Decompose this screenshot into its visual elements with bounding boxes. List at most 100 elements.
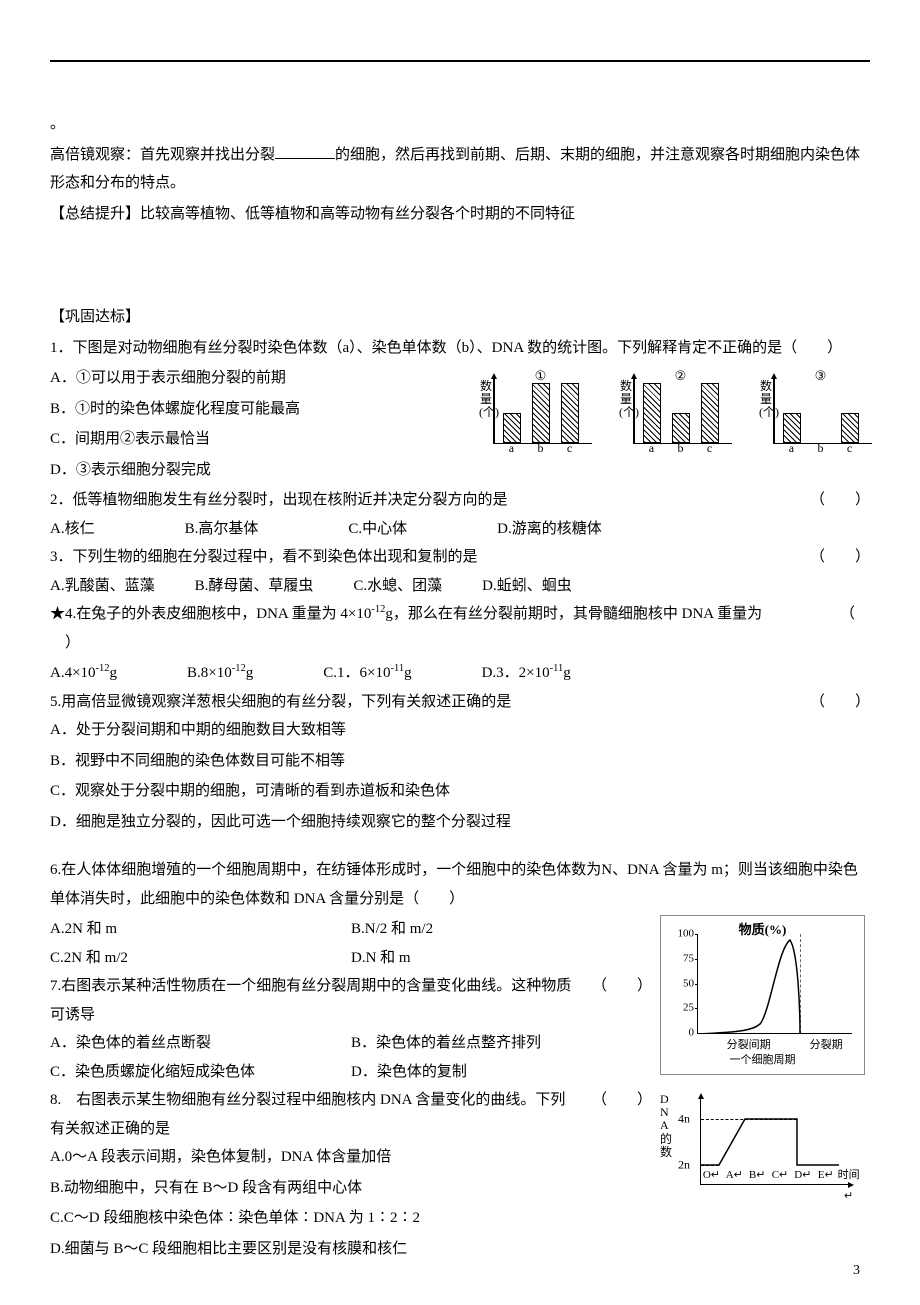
q4-optA: A.4×10-12g [50, 659, 117, 688]
q7-optB: B．染色体的着丝点整齐排列 [351, 1029, 652, 1058]
q7-options-row2: C．染色质螺旋化缩短成染色体 D．染色体的复制 [50, 1058, 652, 1087]
q7-stem-row: 7.右图表示某种活性物质在一个细胞有丝分裂周期中的含量变化曲线。这种物质可诱导 … [50, 972, 652, 1029]
xl-c: c [707, 437, 712, 460]
od1: D.3．2×10 [482, 665, 550, 681]
q6-stem: 6.在人体体细胞增殖的一个细胞周期中，在纺锤体形成时，一个细胞中的染色体数为N、… [50, 856, 870, 913]
q7-options-row1: A．染色体的着丝点断裂 B．染色体的着丝点整齐排列 [50, 1029, 652, 1058]
xl-a: a [649, 437, 654, 460]
q1-panel-2: ② 数 量 (个) a b c [633, 368, 728, 458]
page-number: 3 [853, 1258, 860, 1285]
step-path [701, 1119, 839, 1165]
stray-period: 。 [50, 110, 870, 139]
q2-paren: （ ） [790, 486, 870, 515]
xl-A: A↵ [723, 1165, 746, 1207]
yt0: 0 [670, 1023, 694, 1044]
q7-optD: D．染色体的复制 [351, 1058, 652, 1087]
xl-C: C↵ [769, 1165, 792, 1207]
q3-optD: D.蚯蚓、蛔虫 [482, 572, 572, 601]
q7-chart: 物质(%) 100 75 50 25 0 分裂间期 分裂期 一个细胞周期 [660, 915, 865, 1075]
xl-b: b [677, 437, 683, 460]
q6-options-row2: C.2N 和 m/2 D.N 和 m [50, 944, 652, 973]
ods: -11 [550, 663, 564, 674]
q4-paren-open: （ [820, 600, 870, 629]
q5-optB: B．视野中不同细胞的染色体数目可能不相等 [50, 747, 870, 776]
q3-stem: 3．下列生物的细胞在分裂过程中，看不到染色体出现和复制的是 [50, 543, 790, 572]
xl-b: b [817, 437, 823, 460]
yl2: 量 [480, 392, 492, 406]
yl3: (个) [759, 405, 779, 419]
yt100: 100 [670, 924, 694, 945]
q4-optD: D.3．2×10-11g [482, 659, 571, 688]
q1-panel-3: ③ 数 量 (个) a b c [773, 368, 868, 458]
q6-optA: A.2N 和 m [50, 915, 351, 944]
y-axis-label: 数 量 (个) [479, 380, 493, 420]
q5-optA: A．处于分裂间期和中期的细胞数目大致相等 [50, 716, 870, 745]
q8-stem-row: 8. 右图表示某生物细胞有丝分裂过程中细胞核内 DNA 含量变化的曲线。下列有关… [50, 1086, 652, 1143]
q6-optB: B.N/2 和 m/2 [351, 915, 652, 944]
yt-4n: 4n [678, 1108, 690, 1131]
q3-optC: C.水螅、团藻 [353, 572, 442, 601]
xl-D: D↵ [791, 1165, 814, 1207]
q4-sup1: -12 [371, 604, 385, 615]
q3-options: A.乳酸菌、蓝藻 B.酵母菌、草履虫 C.水螅、团藻 D.蚯蚓、蛔虫 [50, 572, 870, 601]
q1-stem: 1．下图是对动物细胞有丝分裂时染色体数（a）、染色单体数（b）、DNA 数的统计… [50, 334, 870, 363]
y-axis-label: 数 量 (个) [619, 380, 633, 420]
q8-optD: D.细菌与 B～C 段细胞相比主要区别是没有核膜和核仁 [50, 1235, 870, 1264]
yl3: (个) [619, 405, 639, 419]
xl-time: 时间↵ [837, 1165, 860, 1207]
q3-paren: （ ） [790, 543, 870, 572]
yl1: 数 [480, 379, 492, 393]
step-ylabel: DNA的数 [660, 1093, 676, 1159]
section-title: 【巩固达标】 [50, 303, 870, 332]
q7-optA: A．染色体的着丝点断裂 [50, 1029, 351, 1058]
q2-optD: D.游离的核糖体 [497, 515, 602, 544]
q5-paren: （ ） [790, 688, 870, 717]
q4-stem: ★4.在兔子的外表皮细胞核中，DNA 重量为 4×10-12g，那么在有丝分裂前… [50, 600, 820, 629]
oc2: g [404, 665, 412, 681]
q2-stem-row: 2．低等植物细胞发生有丝分裂时，出现在核附近并决定分裂方向的是 （ ） [50, 486, 870, 515]
q5-optC: C．观察处于分裂中期的细胞，可清晰的看到赤道板和染色体 [50, 777, 870, 806]
q2-optC: C.中心体 [348, 515, 407, 544]
q8-chart: DNA的数 4n 2n O↵ A↵ B↵ C↵ D↵ E↵ 时间↵ [660, 1093, 860, 1213]
q6-optC: C.2N 和 m/2 [50, 944, 351, 973]
yl2: 量 [620, 392, 632, 406]
xl-E: E↵ [814, 1165, 837, 1207]
oas: -12 [96, 663, 110, 674]
q4-paren-close: ） [50, 629, 870, 658]
q7-stem: 7.右图表示某种活性物质在一个细胞有丝分裂周期中的含量变化曲线。这种物质可诱导 [50, 972, 572, 1029]
q6-options-row1: A.2N 和 m B.N/2 和 m/2 [50, 915, 652, 944]
od2: g [563, 665, 571, 681]
q2-options: A.核仁 B.高尔基体 C.中心体 D.游离的核糖体 [50, 515, 870, 544]
q4-stem1: ★4.在兔子的外表皮细胞核中，DNA 重量为 4×10 [50, 606, 371, 622]
q2-stem: 2．低等植物细胞发生有丝分裂时，出现在核附近并决定分裂方向的是 [50, 486, 790, 515]
q1-panel-1: ① 数 量 (个) a b c [493, 368, 588, 458]
q7-paren: （ ） [572, 972, 652, 1029]
q8-paren: （ ） [572, 1086, 652, 1143]
yl1: 数 [620, 379, 632, 393]
q8-stem: 8. 右图表示某生物细胞有丝分裂过程中细胞核内 DNA 含量变化的曲线。下列有关… [50, 1086, 572, 1143]
yt75: 75 [670, 948, 694, 969]
q3-optA: A.乳酸菌、蓝藻 [50, 572, 155, 601]
q2-optB: B.高尔基体 [185, 515, 259, 544]
q1: 1．下图是对动物细胞有丝分裂时染色体数（a）、染色单体数（b）、DNA 数的统计… [50, 334, 870, 487]
q3-stem-row: 3．下列生物的细胞在分裂过程中，看不到染色体出现和复制的是 （ ） [50, 543, 870, 572]
yl3: (个) [479, 405, 499, 419]
intro-p1: 高倍镜观察：首先观察并找出分裂的细胞，然后再找到前期、后期、末期的细胞，并注意观… [50, 141, 870, 198]
header-rule [50, 60, 870, 62]
yl1: 数 [760, 379, 772, 393]
ob2: g [246, 665, 254, 681]
curve-svg [698, 934, 853, 1034]
oa1: A.4×10 [50, 665, 96, 681]
curve-plot: 100 75 50 25 0 [697, 934, 852, 1034]
yt-2n: 2n [678, 1154, 690, 1177]
q3-optB: B.酵母菌、草履虫 [195, 572, 314, 601]
y-axis-label: 数 量 (个) [759, 380, 773, 420]
yt25: 25 [670, 998, 694, 1019]
xl-mitosis: 分裂期 [800, 1035, 852, 1056]
yt50: 50 [670, 973, 694, 994]
oa2: g [110, 665, 118, 681]
step-xlabels: O↵ A↵ B↵ C↵ D↵ E↵ 时间↵ [700, 1165, 860, 1207]
q4-stem-row: ★4.在兔子的外表皮细胞核中，DNA 重量为 4×10-12g，那么在有丝分裂前… [50, 600, 870, 629]
q4-stem2: g，那么在有丝分裂前期时，其骨髓细胞核中 DNA 重量为 [385, 606, 762, 622]
oc1: C.1．6×10 [323, 665, 390, 681]
